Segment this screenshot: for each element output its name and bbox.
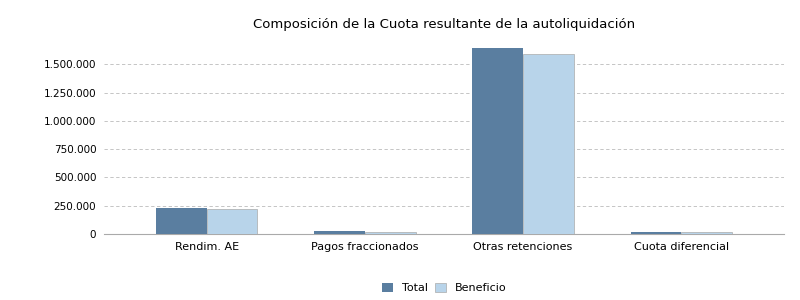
Bar <box>365 232 415 234</box>
Bar <box>523 54 574 234</box>
Bar <box>206 208 258 234</box>
Bar <box>630 232 682 234</box>
Bar <box>473 48 523 234</box>
Bar <box>314 231 365 234</box>
Legend: Total, Beneficio: Total, Beneficio <box>382 283 506 293</box>
Bar <box>156 208 206 234</box>
Title: Composición de la Cuota resultante de la autoliquidación: Composición de la Cuota resultante de la… <box>253 18 635 31</box>
Bar <box>682 232 732 234</box>
